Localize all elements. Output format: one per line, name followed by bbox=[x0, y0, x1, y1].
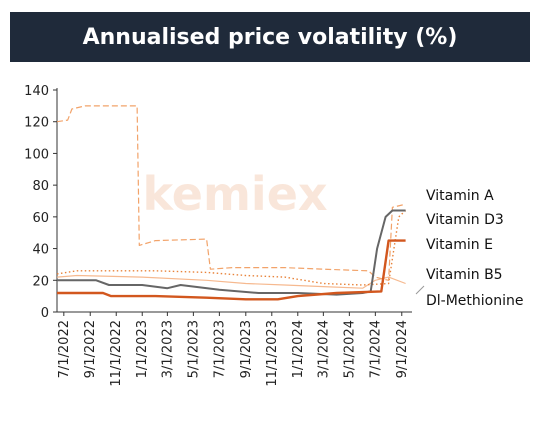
y-tick-label: 20 bbox=[32, 274, 49, 289]
legend-entry-dl-methionine: Dl-Methionine bbox=[426, 293, 523, 309]
x-tick-label: 1/1/2024 bbox=[291, 320, 306, 378]
x-tick-label: 1/1/2023 bbox=[135, 320, 150, 378]
y-tick-label: 100 bbox=[24, 147, 49, 162]
chart-title: Annualised price volatility (%) bbox=[10, 12, 530, 62]
x-tick-label: 11/1/2022 bbox=[109, 320, 124, 387]
x-tick-label: 7/1/2022 bbox=[57, 320, 72, 378]
x-tick-label: 3/1/2023 bbox=[160, 320, 175, 378]
series-line-vitamin-a bbox=[56, 105, 406, 281]
x-tick-label: 5/1/2023 bbox=[186, 320, 201, 378]
x-tick-label: 9/1/2023 bbox=[239, 320, 254, 378]
x-tick-label: 11/1/2023 bbox=[265, 320, 280, 387]
x-tick-label: 9/1/2022 bbox=[83, 320, 98, 378]
series-line-vitamin-d3 bbox=[57, 209, 406, 296]
legend-entry-vitamin-a: Vitamin A bbox=[426, 188, 494, 204]
series-line-dl-methionine bbox=[56, 274, 406, 289]
y-tick-label: 60 bbox=[32, 211, 49, 226]
x-tick-label: 7/1/2024 bbox=[368, 320, 383, 378]
legend-entry-vitamin-d3: Vitamin D3 bbox=[426, 212, 504, 228]
x-tick-label: 7/1/2023 bbox=[212, 320, 227, 378]
x-tick-label: 9/1/2024 bbox=[395, 320, 410, 378]
y-tick-label: 120 bbox=[24, 116, 49, 131]
y-tick-label: 140 bbox=[24, 84, 49, 99]
x-tick-label: 3/1/2024 bbox=[316, 320, 331, 378]
y-tick-label: 40 bbox=[32, 243, 49, 258]
y-tick-label: 0 bbox=[41, 306, 49, 321]
legend-entry-vitamin-e: Vitamin E bbox=[426, 237, 493, 253]
legend-entry-vitamin-b5: Vitamin B5 bbox=[426, 267, 503, 283]
y-tick-label: 80 bbox=[32, 179, 49, 194]
legend-leader-line bbox=[415, 285, 425, 295]
series-line-vitamin-b5 bbox=[56, 209, 407, 286]
kemiex-watermark: kemiex bbox=[142, 167, 327, 221]
x-tick-label: 5/1/2024 bbox=[342, 320, 357, 378]
series-line-vitamin-e bbox=[57, 239, 406, 301]
